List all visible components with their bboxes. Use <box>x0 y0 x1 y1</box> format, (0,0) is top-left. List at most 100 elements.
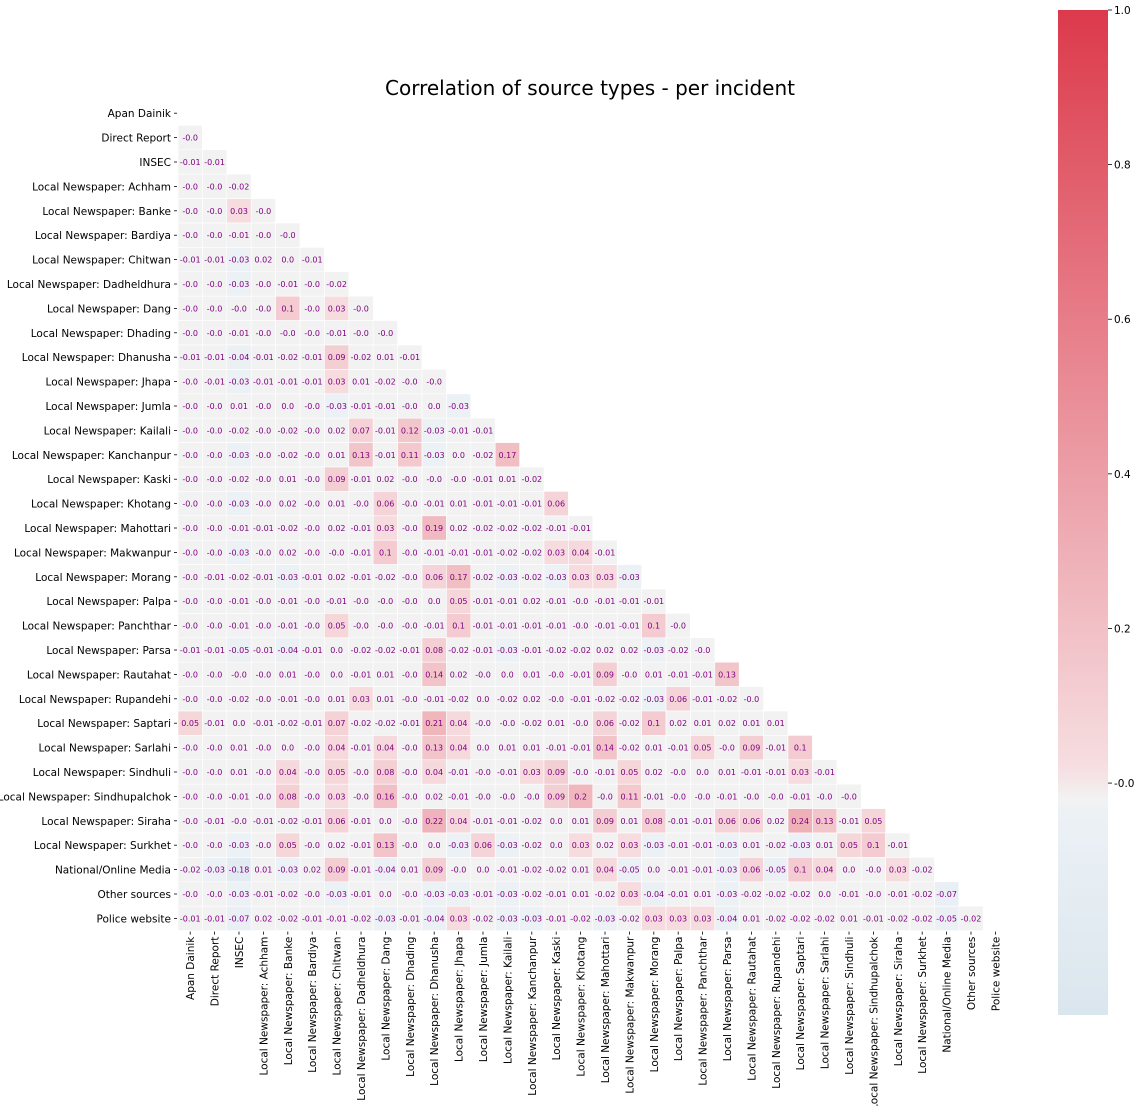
cell-value-label: -0.01 <box>863 914 884 923</box>
heatmap-cell <box>543 491 569 517</box>
cell-value-label: -0.0 <box>426 378 442 387</box>
heatmap-cell <box>275 466 301 492</box>
heatmap-cell <box>860 905 886 931</box>
cell-value-label: -0.03 <box>229 548 250 557</box>
heatmap-cell <box>299 491 325 517</box>
heatmap-cell <box>738 735 764 761</box>
cell-value-label: -0.01 <box>253 378 274 387</box>
heatmap-cell <box>421 613 447 639</box>
cell-value-label: -0.05 <box>936 914 957 923</box>
cell-value-label: -0.02 <box>229 475 250 484</box>
cell-value-label: -0.0 <box>304 475 320 484</box>
heatmap-cell <box>641 637 667 663</box>
cell-value-label: 0.02 <box>279 548 297 557</box>
cell-value-label: 0.05 <box>694 744 712 753</box>
cell-value-label: -0.04 <box>717 914 738 923</box>
cell-value-label: -0.01 <box>229 231 250 240</box>
column-tick-label: Local Newspaper: Dhading <box>405 937 417 1077</box>
cell-value-label: 0.01 <box>620 817 638 826</box>
cell-value-label: -0.01 <box>204 378 225 387</box>
cell-value-label: -0.02 <box>546 866 567 875</box>
heatmap-cell <box>494 857 520 883</box>
cell-value-label: -0.03 <box>424 890 445 899</box>
cell-value-label: 0.0 <box>696 768 709 777</box>
heatmap-cell <box>348 686 374 712</box>
heatmap-cell <box>641 857 667 883</box>
cell-value-label: -0.01 <box>204 719 225 728</box>
heatmap-cell <box>446 515 472 541</box>
cell-value-label: -0.02 <box>351 719 372 728</box>
cell-value-label: -0.0 <box>353 329 369 338</box>
cell-value-label: -0.04 <box>375 866 396 875</box>
cell-value-label: -0.02 <box>277 817 298 826</box>
cell-value-label: -0.01 <box>180 646 201 655</box>
cell-value-label: -0.0 <box>744 695 760 704</box>
column-tick-label: Local Newspaper: Morang <box>649 937 661 1073</box>
cell-value-label: -0.01 <box>546 622 567 631</box>
cell-value-label: -0.0 <box>182 134 198 143</box>
cell-value-label: -0.03 <box>497 890 518 899</box>
heatmap-cell <box>177 149 203 175</box>
cell-value-label: -0.0 <box>353 622 369 631</box>
heatmap-cell <box>592 686 618 712</box>
cell-value-label: -0.0 <box>231 304 247 313</box>
cell-value-label: -0.03 <box>546 573 567 582</box>
colorbar-ticks: -0.0 0.2 0.4 0.6 0.8 1.0 <box>1108 5 1135 790</box>
heatmap-cell <box>787 857 813 883</box>
heatmap-cell <box>519 637 545 663</box>
heatmap-cell <box>616 613 642 639</box>
cell-value-label: -0.0 <box>378 597 394 606</box>
heatmap-cell <box>275 442 301 468</box>
cell-value-label: 0.11 <box>401 451 419 460</box>
cell-value-label: 0.1 <box>794 744 807 753</box>
heatmap-cell <box>299 271 325 297</box>
row-tick-label: Local Newspaper: Rautahat <box>27 669 171 681</box>
cell-value-label: -0.0 <box>207 329 223 338</box>
cell-value-label: -0.0 <box>256 329 272 338</box>
row-tick-label: Local Newspaper: Rupandehi <box>19 694 171 706</box>
cell-value-label: -0.0 <box>304 695 320 704</box>
heatmap-cell <box>860 832 886 858</box>
cell-value-label: -0.01 <box>351 548 372 557</box>
cell-value-label: -0.02 <box>521 841 542 850</box>
cell-value-label: -0.03 <box>277 573 298 582</box>
row-tick-label: Local Newspaper: Dhading <box>31 328 171 340</box>
heatmap-cell <box>299 588 325 614</box>
cell-value-label: -0.01 <box>302 378 323 387</box>
cell-value-label: -0.0 <box>402 841 418 850</box>
column-tick-label: Local Newspaper: Surkhet <box>917 937 929 1074</box>
heatmap-cell <box>421 661 447 687</box>
heatmap-cell <box>226 393 252 419</box>
colorbar-tick-label: 0.6 <box>1114 314 1131 326</box>
cell-value-label: -0.01 <box>204 646 225 655</box>
heatmap-cell <box>348 344 374 370</box>
heatmap-cell <box>324 881 350 907</box>
cell-value-label: -0.01 <box>497 768 518 777</box>
heatmap-cell <box>446 442 472 468</box>
cell-value-label: -0.01 <box>473 622 494 631</box>
cell-value-label: -0.02 <box>521 548 542 557</box>
cell-value-label: -0.02 <box>277 719 298 728</box>
heatmap-cell <box>616 857 642 883</box>
column-tick-label: Local Newspaper: Banke <box>283 937 295 1066</box>
colorbar-tick-label: 1.0 <box>1114 5 1131 17</box>
heatmap-cell <box>568 759 594 785</box>
heatmap-cell <box>641 905 667 931</box>
cell-value-label: -0.0 <box>182 622 198 631</box>
cell-value-label: -0.01 <box>497 622 518 631</box>
row-tick-label: Local Newspaper: Kaski <box>47 474 171 486</box>
cell-value-label: -0.0 <box>573 597 589 606</box>
heatmap-cell <box>836 832 862 858</box>
cell-value-label: 0.09 <box>596 817 614 826</box>
cell-value-label: -0.01 <box>424 695 445 704</box>
cell-value-label: -0.01 <box>546 524 567 533</box>
heatmap-cell <box>250 759 276 785</box>
heatmap-cell <box>470 832 496 858</box>
heatmap-cell <box>494 637 520 663</box>
heatmap-cell <box>421 808 447 834</box>
cell-value-label: -0.02 <box>521 719 542 728</box>
column-tick-label: Local Newspaper: Sindhupalchok <box>868 936 880 1106</box>
heatmap-cell <box>519 686 545 712</box>
heatmap-cell <box>202 344 228 370</box>
cell-value-label: -0.02 <box>351 646 372 655</box>
